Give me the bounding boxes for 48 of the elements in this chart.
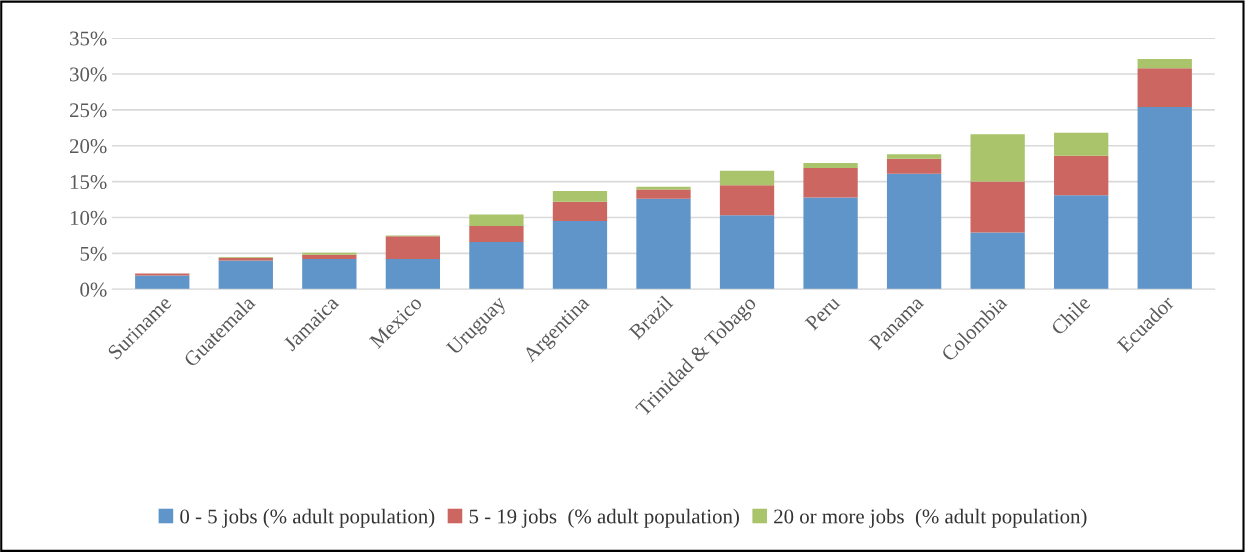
bar xyxy=(803,197,858,290)
bar xyxy=(218,260,273,290)
bar xyxy=(469,226,524,242)
bar xyxy=(1137,68,1192,107)
bar xyxy=(886,173,942,290)
bar xyxy=(469,241,524,290)
bar xyxy=(1054,155,1109,196)
bar xyxy=(970,134,1025,182)
bar xyxy=(719,185,775,216)
bar xyxy=(302,259,357,290)
bar xyxy=(552,201,608,222)
legend-label: 0 - 5 jobs (% adult population) xyxy=(180,508,435,528)
bar xyxy=(803,167,858,198)
bar xyxy=(886,154,942,159)
bar xyxy=(1137,58,1192,69)
bar xyxy=(302,252,357,255)
y-tick-label: 20% xyxy=(70,139,107,154)
bar xyxy=(636,198,691,290)
bar xyxy=(886,158,942,174)
bar xyxy=(385,236,441,260)
bar xyxy=(719,215,775,290)
bar xyxy=(803,162,858,168)
bar xyxy=(385,259,441,290)
bar xyxy=(1054,132,1109,156)
bar xyxy=(636,189,691,199)
legend-label: 20 or more jobs (% adult population) xyxy=(774,508,1087,528)
x-tick-label: Peru xyxy=(804,294,841,332)
y-tick-label: 35% xyxy=(70,31,107,46)
y-tick-label: 25% xyxy=(70,103,107,118)
bar xyxy=(970,232,1025,290)
bar xyxy=(636,186,691,190)
bar xyxy=(719,170,775,186)
bar xyxy=(552,190,608,202)
x-tick-label: Chile xyxy=(1049,294,1092,336)
y-tick-label: 10% xyxy=(70,210,107,225)
bar xyxy=(552,221,608,290)
y-tick-label: 5% xyxy=(80,246,107,261)
y-tick-label: 0% xyxy=(80,282,107,297)
y-tick-label: 15% xyxy=(70,174,107,190)
bar xyxy=(135,273,190,276)
y-tick-label: 30% xyxy=(70,67,107,82)
bar xyxy=(302,254,357,260)
bar xyxy=(469,214,524,227)
bar xyxy=(1054,195,1109,290)
legend-label: 5 - 19 jobs (% adult population) xyxy=(469,508,739,528)
bar xyxy=(970,181,1025,233)
bar xyxy=(135,275,190,290)
bar xyxy=(1137,106,1192,290)
